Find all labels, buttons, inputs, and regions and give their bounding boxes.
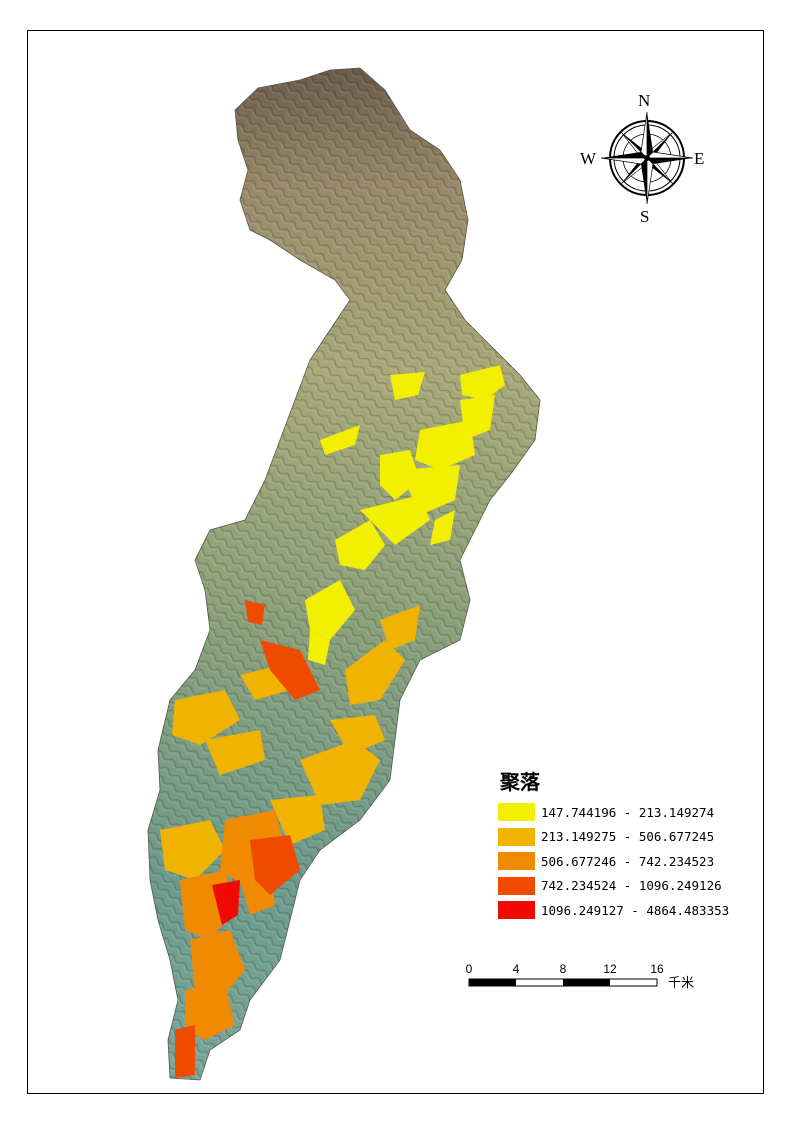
- scale-tick-label: 8: [559, 962, 567, 976]
- settlement-class-5: [212, 880, 240, 925]
- north-arrow-compass-icon: [600, 111, 694, 205]
- compass-label-north: N: [638, 91, 651, 110]
- scale-tick-label: 16: [650, 962, 664, 976]
- scale-tick-label: 4: [512, 962, 520, 976]
- compass-label-west: W: [580, 149, 597, 168]
- legend-label: 213.149275 - 506.677245: [541, 829, 715, 845]
- legend-swatch: [498, 803, 535, 822]
- legend: 聚落 147.744196 - 213.149274 213.149275 - …: [498, 766, 758, 923]
- legend-swatch: [498, 901, 535, 920]
- legend-swatch: [498, 876, 535, 895]
- scale-unit-label: 千米: [668, 976, 695, 991]
- legend-item: 506.677246 - 742.234523: [498, 849, 758, 874]
- legend-swatch: [498, 852, 535, 871]
- scale-bar: [468, 978, 658, 987]
- scale-tick-label: 0: [465, 962, 473, 976]
- legend-title: 聚落: [500, 770, 540, 794]
- legend-item: 213.149275 - 506.677245: [498, 825, 758, 850]
- legend-item: 1096.249127 - 4864.483353: [498, 898, 758, 923]
- scale-tick-label: 12: [603, 962, 617, 976]
- legend-label: 1096.249127 - 4864.483353: [541, 902, 730, 918]
- legend-label: 742.234524 - 1096.249126: [541, 878, 722, 894]
- compass-label-east: E: [694, 149, 705, 168]
- legend-label: 506.677246 - 742.234523: [541, 853, 715, 869]
- legend-swatch: [498, 827, 535, 846]
- legend-label: 147.744196 - 213.149274: [541, 804, 715, 820]
- legend-item: 147.744196 - 213.149274: [498, 800, 758, 825]
- settlement-class-1: [305, 365, 505, 665]
- legend-item: 742.234524 - 1096.249126: [498, 874, 758, 899]
- compass-label-south: S: [640, 207, 650, 226]
- settlement-class-2: [160, 605, 420, 880]
- settlement-class-4: [175, 600, 320, 1078]
